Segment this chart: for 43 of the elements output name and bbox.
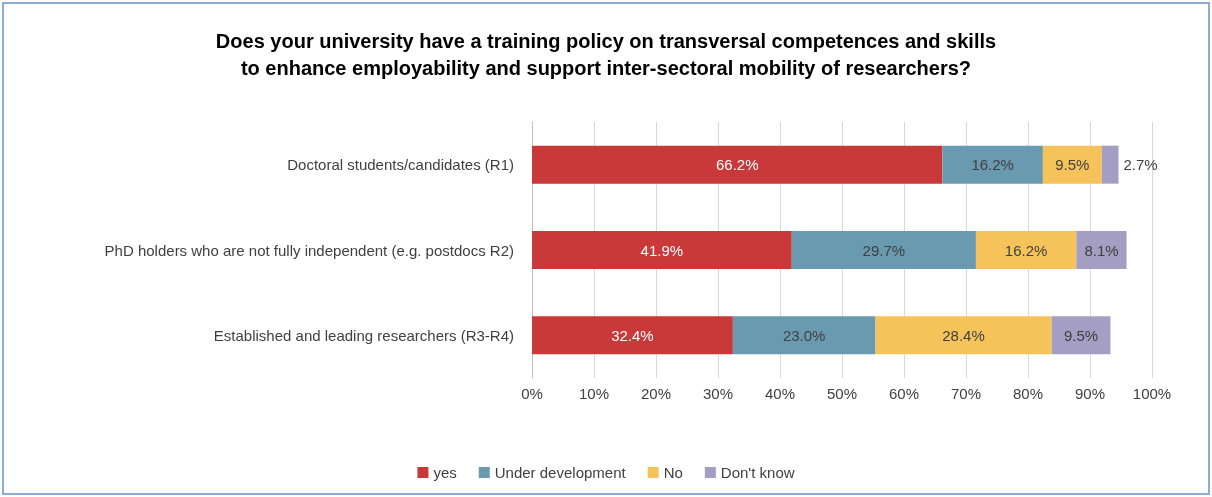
x-tick-label: 50% xyxy=(826,385,858,402)
x-tick-label: 0% xyxy=(521,385,543,402)
y-tick-label: PhD holders who are not fully independent (e.g. postdocs R2) xyxy=(104,241,514,259)
legend-label: Under development xyxy=(494,464,627,481)
bar xyxy=(1076,231,1127,269)
bar xyxy=(791,231,976,269)
data-label: 29.7% xyxy=(862,241,906,259)
data-label: 41.9% xyxy=(640,241,684,259)
x-tick-label: 30% xyxy=(702,385,734,402)
data-label: 23.0% xyxy=(782,326,826,344)
bar xyxy=(975,231,1077,269)
data-label: 28.4% xyxy=(942,326,985,344)
data-label: 9.5% xyxy=(1055,156,1090,174)
x-tick-label: 90% xyxy=(1074,385,1106,402)
x-tick-label: 40% xyxy=(764,385,796,402)
bar xyxy=(532,316,733,355)
data-label: 16.2% xyxy=(971,156,1014,174)
data-label: 9.5% xyxy=(1063,326,1099,344)
bar xyxy=(1051,316,1111,355)
x-tick-label: 10% xyxy=(578,385,610,402)
data-label: 16.2% xyxy=(1004,241,1048,259)
data-label: 2.7% xyxy=(1123,156,1158,174)
bar xyxy=(1042,145,1102,184)
x-tick-label: 100% xyxy=(1132,385,1172,402)
x-tick-label: 70% xyxy=(950,385,982,402)
bar xyxy=(1101,145,1119,184)
bar xyxy=(942,145,1043,184)
legend-label: Don't know xyxy=(720,464,795,481)
chart-title: Does your university have a training policy on transversal competences and skills to enhance employability and support inter-sectoral mobility of researchers? xyxy=(215,29,997,79)
bar xyxy=(732,316,876,355)
bar xyxy=(532,145,943,184)
x-tick-label: 80% xyxy=(1012,385,1044,402)
legend-label: No xyxy=(663,464,683,481)
data-label: 66.2% xyxy=(715,156,759,174)
x-tick-label: 20% xyxy=(640,385,672,402)
x-tick-label: 60% xyxy=(888,385,920,402)
y-tick-label: Established and leading researchers (R3-R4) xyxy=(213,326,514,344)
y-tick-label: Doctoral students/candidates (R1) xyxy=(287,156,514,174)
bar xyxy=(875,316,1052,355)
data-label: 8.1% xyxy=(1084,241,1119,259)
bar xyxy=(532,231,792,269)
data-label: 32.4% xyxy=(611,326,654,344)
legend-label: yes xyxy=(433,464,457,481)
